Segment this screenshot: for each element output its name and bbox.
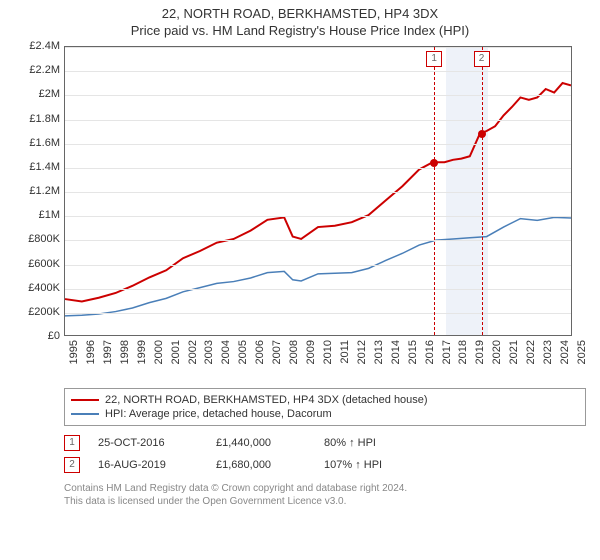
- x-tick-label: 2022: [525, 340, 537, 364]
- x-tick-label: 2006: [254, 340, 266, 364]
- x-tick-label: 2009: [305, 340, 317, 364]
- y-tick-label: £800K: [28, 233, 60, 245]
- x-tick-label: 1999: [136, 340, 148, 364]
- grid-line: [65, 216, 571, 217]
- y-tick-label: £1.2M: [29, 185, 60, 197]
- grid-line: [65, 47, 571, 48]
- grid-line: [65, 144, 571, 145]
- x-tick-label: 2003: [203, 340, 215, 364]
- x-tick-label: 2014: [390, 340, 402, 364]
- y-tick-label: £600K: [28, 258, 60, 270]
- x-tick-label: 1996: [85, 340, 97, 364]
- marker-line: [482, 47, 483, 335]
- sale-delta: 107% ↑ HPI: [324, 459, 382, 471]
- y-tick-label: £2M: [39, 88, 60, 100]
- plot: 12: [64, 46, 572, 336]
- sale-date: 25-OCT-2016: [98, 437, 198, 449]
- legend-item: HPI: Average price, detached house, Daco…: [71, 407, 579, 421]
- grid-line: [65, 192, 571, 193]
- marker-badge: 1: [426, 51, 442, 67]
- x-tick-label: 2011: [339, 340, 351, 364]
- grid-line: [65, 168, 571, 169]
- sale-row: 2 16-AUG-2019 £1,680,000 107% ↑ HPI: [64, 454, 586, 476]
- chart-area: £0 £200K £400K £600K £800K £1M £1.2M £1.4M £1.6M…: [14, 46, 586, 382]
- y-tick-label: £1.6M: [29, 137, 60, 149]
- x-axis: 1995 1996 1997 1998 1999 2000 2001 2002 2003 2004…: [64, 336, 572, 382]
- sale-dot: [478, 130, 486, 138]
- sales-block: 1 25-OCT-2016 £1,440,000 80% ↑ HPI 2 16-AUG-2…: [64, 432, 586, 476]
- y-tick-label: £2.2M: [29, 64, 60, 76]
- marker-badge: 2: [474, 51, 490, 67]
- x-tick-label: 2010: [322, 340, 334, 364]
- y-tick-label: £1M: [39, 209, 60, 221]
- x-tick-label: 2013: [373, 340, 385, 364]
- x-tick-label: 2008: [288, 340, 300, 364]
- title-block: 22, NORTH ROAD, BERKHAMSTED, HP4 3DX Pri…: [0, 0, 600, 38]
- sale-price: £1,440,000: [216, 437, 306, 449]
- y-tick-label: £0: [48, 330, 60, 342]
- x-tick-label: 2021: [508, 340, 520, 364]
- x-tick-label: 2018: [457, 340, 469, 364]
- x-tick-label: 2005: [237, 340, 249, 364]
- sale-date: 16-AUG-2019: [98, 459, 198, 471]
- x-tick-label: 2015: [407, 340, 419, 364]
- footer: Contains HM Land Registry data © Crown c…: [64, 482, 586, 508]
- grid-line: [65, 120, 571, 121]
- title-address: 22, NORTH ROAD, BERKHAMSTED, HP4 3DX: [0, 6, 600, 21]
- y-tick-label: £400K: [28, 282, 60, 294]
- x-tick-label: 2020: [491, 340, 503, 364]
- sale-price: £1,680,000: [216, 459, 306, 471]
- marker-line: [434, 47, 435, 335]
- x-tick-label: 2001: [170, 340, 182, 364]
- y-tick-label: £2.4M: [29, 40, 60, 52]
- x-tick-label: 2016: [424, 340, 436, 364]
- sale-row: 1 25-OCT-2016 £1,440,000 80% ↑ HPI: [64, 432, 586, 454]
- y-tick-label: £1.8M: [29, 113, 60, 125]
- legend-swatch: [71, 413, 99, 415]
- series-hpi: [65, 217, 571, 315]
- y-tick-label: £200K: [28, 306, 60, 318]
- legend: 22, NORTH ROAD, BERKHAMSTED, HP4 3DX (de…: [64, 388, 586, 426]
- sale-badge: 2: [64, 457, 80, 473]
- grid-line: [65, 95, 571, 96]
- legend-label: HPI: Average price, detached house, Daco…: [105, 408, 332, 420]
- sale-dot: [430, 159, 438, 167]
- y-axis: £0£200K£400K£600K£800K£1M£1.2M£1.4M£1.6M…: [14, 46, 64, 336]
- x-tick-label: 2000: [153, 340, 165, 364]
- x-tick-label: 2019: [474, 340, 486, 364]
- legend-label: 22, NORTH ROAD, BERKHAMSTED, HP4 3DX (de…: [105, 394, 428, 406]
- x-tick-label: 2017: [441, 340, 453, 364]
- footer-line-2: This data is licensed under the Open Gov…: [64, 495, 586, 508]
- grid-line: [65, 289, 571, 290]
- x-tick-label: 1998: [119, 340, 131, 364]
- grid-line: [65, 71, 571, 72]
- x-tick-label: 1995: [68, 340, 80, 364]
- y-tick-label: £1.4M: [29, 161, 60, 173]
- footer-line-1: Contains HM Land Registry data © Crown c…: [64, 482, 586, 495]
- sale-delta: 80% ↑ HPI: [324, 437, 376, 449]
- x-tick-label: 2002: [187, 340, 199, 364]
- legend-swatch: [71, 399, 99, 401]
- x-tick-label: 2012: [356, 340, 368, 364]
- x-tick-label: 2007: [271, 340, 283, 364]
- sale-badge: 1: [64, 435, 80, 451]
- title-subtitle: Price paid vs. HM Land Registry's House …: [0, 23, 600, 38]
- grid-line: [65, 240, 571, 241]
- grid-line: [65, 313, 571, 314]
- x-tick-label: 1997: [102, 340, 114, 364]
- legend-item: 22, NORTH ROAD, BERKHAMSTED, HP4 3DX (de…: [71, 393, 579, 407]
- x-tick-label: 2025: [576, 340, 588, 364]
- x-tick-label: 2024: [559, 340, 571, 364]
- x-tick-label: 2004: [220, 340, 232, 364]
- x-tick-label: 2023: [542, 340, 554, 364]
- grid-line: [65, 265, 571, 266]
- series-svg: [65, 47, 571, 335]
